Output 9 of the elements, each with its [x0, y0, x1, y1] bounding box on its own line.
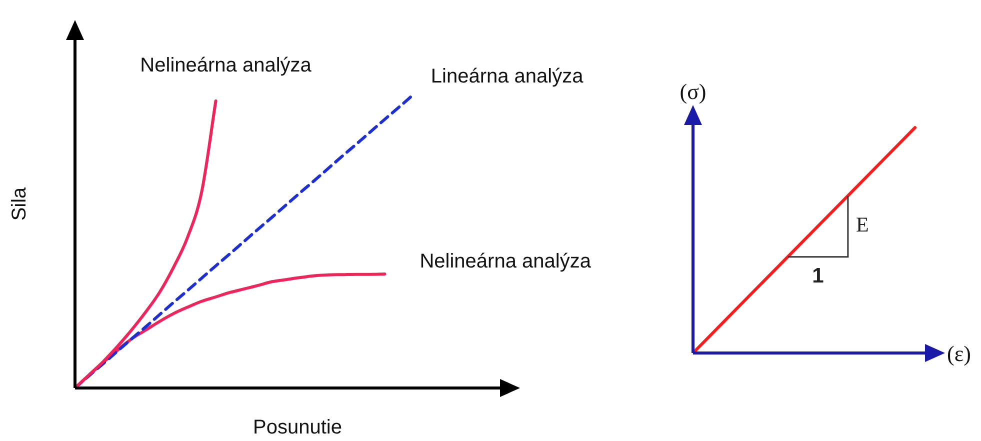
y-axis-title: Sila: [8, 186, 31, 221]
annotation: 1: [812, 264, 824, 288]
y-axis-title: (σ): [680, 78, 706, 104]
series-label: Nelineárna analýza: [420, 250, 592, 273]
series-label: Lineárna analýza: [430, 66, 584, 88]
x-axis-title: Posunutie: [253, 416, 342, 439]
series-label: Nelineárna analýza: [140, 54, 312, 76]
annotation: E: [856, 212, 869, 237]
x-axis-title: (ε): [947, 340, 971, 366]
